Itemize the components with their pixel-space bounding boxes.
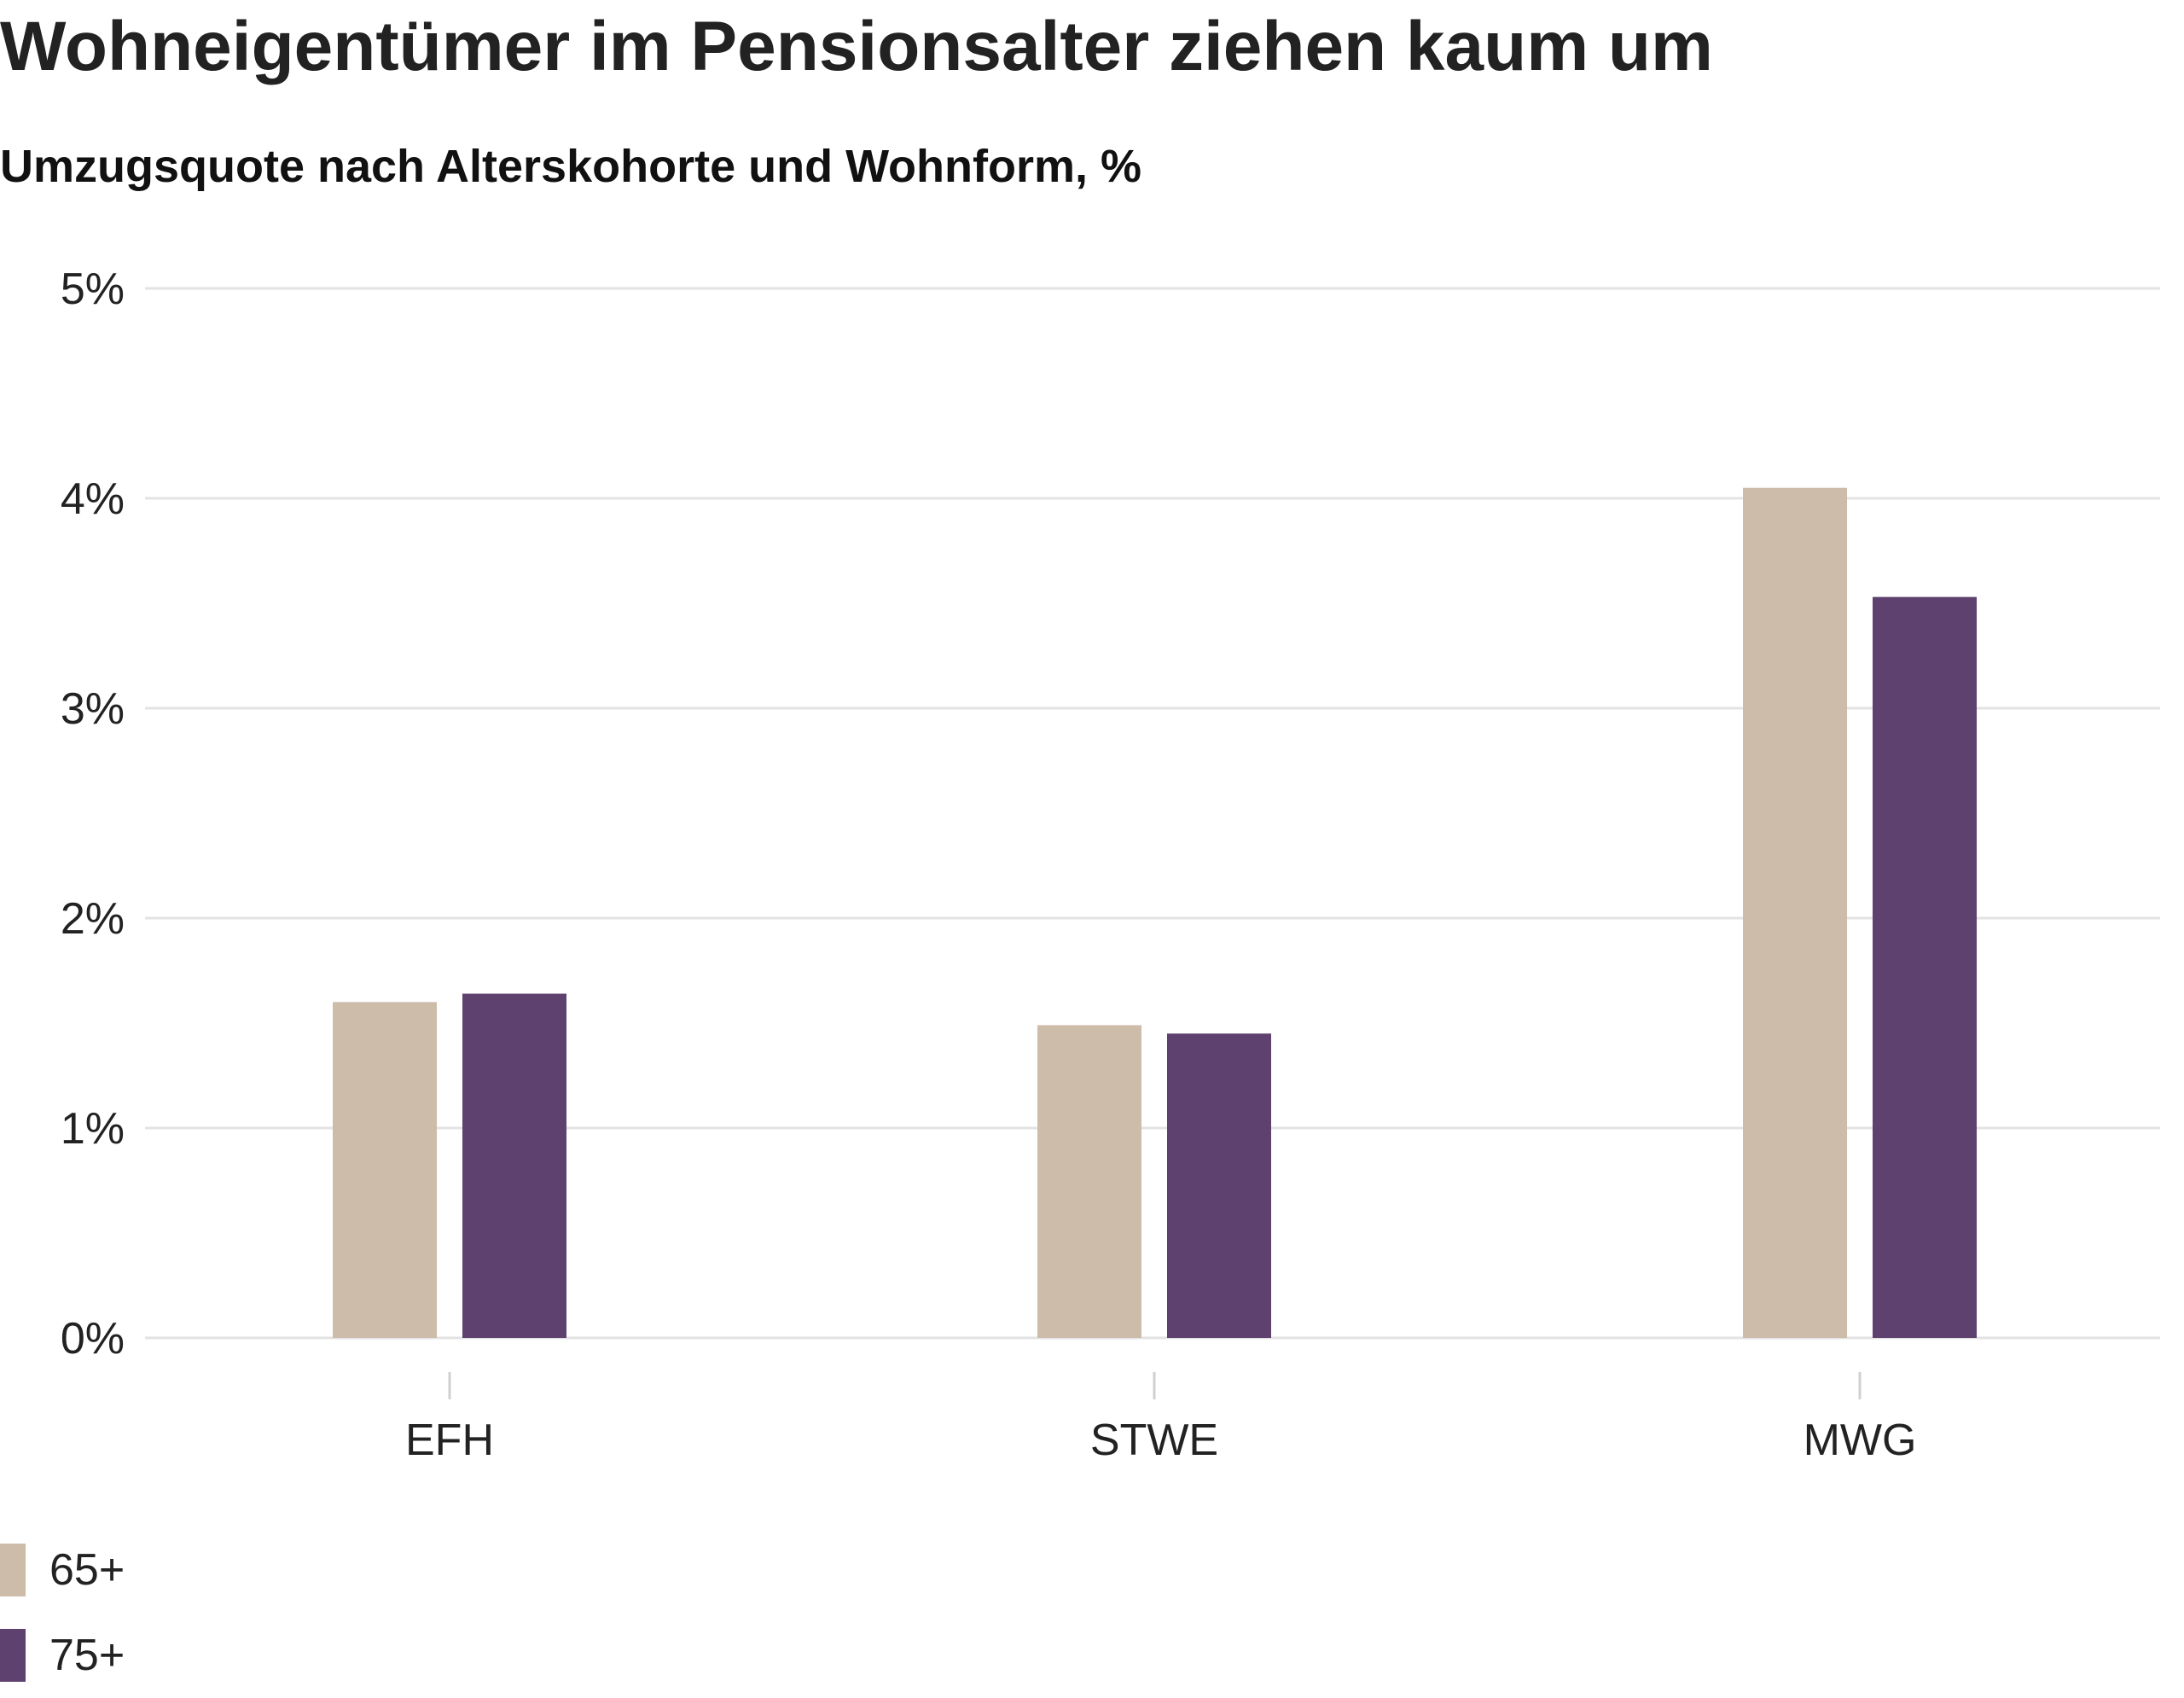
bar-efh-65 [333,1002,437,1338]
bar-chart: 0% 1% 2% 3% 4% 5% EFH STWE MWG [61,265,2160,1465]
y-axis-ticks: 0% 1% 2% 3% 4% 5% [61,265,125,1364]
legend-item-75: 75+ [0,1613,125,1698]
bar-mwg-65 [1743,487,1847,1338]
gridlines [145,287,2160,1340]
bar-mwg-75 [1873,596,1977,1338]
legend-label-65: 65+ [49,1545,125,1595]
x-tick-label-mwg: MWG [1804,1416,1917,1465]
chart-title: Wohneigentümer im Pensionsalter ziehen k… [0,8,1713,85]
y-tick-label: 3% [61,684,125,734]
y-tick-label: 5% [61,265,125,314]
legend-swatch-75 [0,1629,26,1682]
legend: 65+ 75+ [0,1527,125,1698]
bars [333,487,1977,1338]
legend-item-65: 65+ [0,1527,125,1613]
bar-stwe-75 [1167,1033,1271,1338]
y-tick-label: 1% [61,1104,125,1154]
legend-label-75: 75+ [49,1631,125,1680]
x-tick-label-stwe: STWE [1090,1416,1218,1465]
bar-stwe-65 [1037,1025,1141,1338]
bar-efh-75 [462,993,566,1338]
chart-subtitle: Umzugsquote nach Alterskohorte und Wohnf… [0,141,1142,192]
x-axis-ticks: EFH STWE MWG [405,1372,1916,1465]
x-tick-label-efh: EFH [405,1416,494,1465]
y-tick-label: 4% [61,474,125,524]
legend-swatch-65 [0,1544,26,1596]
y-tick-label: 0% [61,1314,125,1364]
y-tick-label: 2% [61,894,125,944]
